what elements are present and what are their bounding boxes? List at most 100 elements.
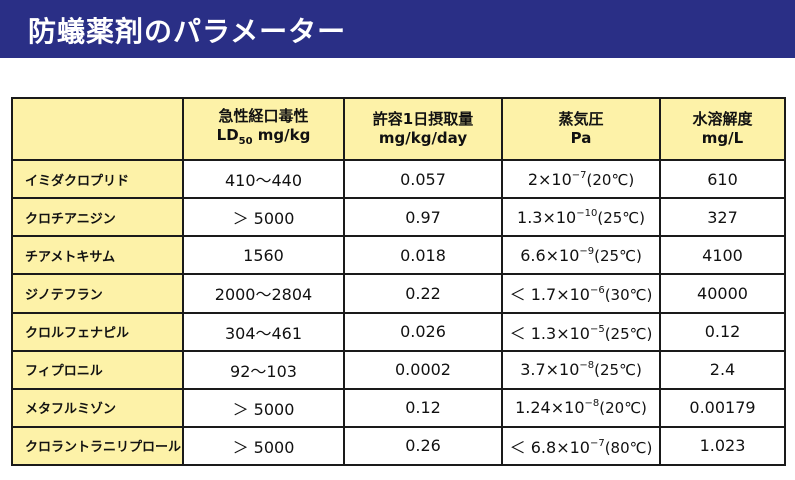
vp-base: ×10 xyxy=(545,360,580,380)
vapor-pressure-value: 6.6×10−9(25℃) xyxy=(501,235,661,276)
header-ld50-line1: 急性経口毒性 xyxy=(218,107,309,126)
header-sol-line2: mg/L xyxy=(701,129,744,148)
vp-temperature: (25℃) xyxy=(597,208,645,227)
vapor-pressure-value: 2×10−7(20℃) xyxy=(501,159,661,200)
vp-temperature: (25℃) xyxy=(594,361,642,380)
compound-name: イミダクロプリド xyxy=(11,159,184,200)
vapor-pressure-value: ＜ 1.7×10−6(30℃) xyxy=(501,273,661,314)
vapor-pressure-value: 3.7×10−8(25℃) xyxy=(501,349,661,390)
header-sol-line1: 水溶解度 xyxy=(692,110,753,129)
vp-mantissa: 6.8 xyxy=(530,437,557,457)
adi-value: 0.057 xyxy=(343,159,503,200)
solubility-value: 4100 xyxy=(659,235,786,276)
compound-name: ジノテフラン xyxy=(11,273,184,314)
vp-exponent: −10 xyxy=(576,207,598,219)
vp-base: ×10 xyxy=(556,437,590,457)
vp-exponent: −8 xyxy=(579,360,595,372)
header-ld50-ld: LD xyxy=(216,126,239,145)
vp-base: ×10 xyxy=(550,398,585,418)
solubility-value: 0.00179 xyxy=(659,387,786,428)
compound-name: クロラントラニリプロール xyxy=(11,425,184,467)
vp-exponent: −7 xyxy=(589,437,605,449)
compound-name: チアメトキサム xyxy=(11,235,184,276)
vp-base: ×10 xyxy=(556,285,590,305)
vp-temperature: (20℃) xyxy=(586,170,635,189)
compound-name: メタフルミゾン xyxy=(11,387,184,428)
vp-base: ×10 xyxy=(542,207,577,227)
vp-base: ×10 xyxy=(556,323,590,343)
solubility-value: 40000 xyxy=(659,273,786,314)
vp-temperature: (80℃) xyxy=(604,438,653,457)
header-ld50-line2: LD50 mg/kg xyxy=(184,126,343,151)
vp-base: ×10 xyxy=(538,169,572,189)
vp-mantissa: 1.3 xyxy=(517,207,543,227)
adi-value: 0.0002 xyxy=(343,349,503,390)
parameter-table: 急性経口毒性 LD50 mg/kg 許容1日摂取量 mg/kg/day 蒸気圧 … xyxy=(11,96,786,467)
compound-name: クロチアニジン xyxy=(11,197,184,238)
header-adi: 許容1日摂取量 mg/kg/day xyxy=(343,96,503,162)
vapor-pressure-value: ＜ 6.8×10−7(80℃) xyxy=(501,425,661,467)
vp-exponent: −8 xyxy=(584,398,600,410)
vp-temperature: (30℃) xyxy=(604,286,653,305)
ld50-value: ＞ 5000 xyxy=(182,387,345,428)
solubility-value: 0.12 xyxy=(659,311,786,352)
vp-base: ×10 xyxy=(545,245,580,265)
vp-prefix: ＜ xyxy=(509,323,531,343)
title-banner: 防蟻薬剤のパラメーター xyxy=(0,0,795,58)
solubility-value: 327 xyxy=(659,197,786,238)
adi-value: 0.26 xyxy=(343,425,503,467)
ld50-value: 2000～2804 xyxy=(182,273,345,314)
header-ld50-sub: 50 xyxy=(238,136,253,148)
vp-temperature: (20℃) xyxy=(599,399,647,418)
header-ld50: 急性経口毒性 LD50 mg/kg xyxy=(182,96,345,162)
table-row: フィプロニル 92～103 0.0002 3.7×10−8(25℃) 2.4 xyxy=(11,349,786,390)
table-row: クロチアニジン ＞ 5000 0.97 1.3×10−10(25℃) 327 xyxy=(11,197,786,238)
adi-value: 0.018 xyxy=(343,235,503,276)
vp-mantissa: 1.24 xyxy=(515,398,551,418)
header-ld50-unit: mg/kg xyxy=(252,126,311,145)
vp-mantissa: 1.3 xyxy=(530,323,557,343)
ld50-value: 304～461 xyxy=(182,311,345,352)
header-solubility: 水溶解度 mg/L xyxy=(659,96,786,162)
vp-exponent: −5 xyxy=(589,323,605,335)
table-row: ジノテフラン 2000～2804 0.22 ＜ 1.7×10−6(30℃) 40… xyxy=(11,273,786,314)
vp-mantissa: 1.7 xyxy=(530,285,557,305)
vp-mantissa: 6.6 xyxy=(520,245,546,265)
ld50-value: ＞ 5000 xyxy=(182,425,345,467)
page-title: 防蟻薬剤のパラメーター xyxy=(28,15,347,48)
vp-temperature: (25℃) xyxy=(594,246,642,265)
table-row: クロラントラニリプロール ＞ 5000 0.26 ＜ 6.8×10−7(80℃)… xyxy=(11,425,786,467)
vapor-pressure-value: 1.3×10−10(25℃) xyxy=(501,197,661,238)
adi-value: 0.97 xyxy=(343,197,503,238)
ld50-value: 92～103 xyxy=(182,349,345,390)
vp-mantissa: 3.7 xyxy=(520,360,546,380)
header-vapor-pressure: 蒸気圧 Pa xyxy=(501,96,661,162)
compound-name: クロルフェナピル xyxy=(11,311,184,352)
vp-mantissa: 2 xyxy=(527,169,539,189)
ld50-value: 410～440 xyxy=(182,159,345,200)
table-row: チアメトキサム 1560 0.018 6.6×10−9(25℃) 4100 xyxy=(11,235,786,276)
vp-prefix: ＜ xyxy=(509,285,531,305)
vp-exponent: −7 xyxy=(571,169,587,181)
vp-temperature: (25℃) xyxy=(604,324,653,343)
adi-value: 0.22 xyxy=(343,273,503,314)
solubility-value: 1.023 xyxy=(659,425,786,467)
vp-exponent: −9 xyxy=(579,245,595,257)
adi-value: 0.12 xyxy=(343,387,503,428)
vapor-pressure-value: ＜ 1.3×10−5(25℃) xyxy=(501,311,661,352)
vapor-pressure-value: 1.24×10−8(20℃) xyxy=(501,387,661,428)
vp-exponent: −6 xyxy=(589,285,605,297)
table-header-row: 急性経口毒性 LD50 mg/kg 許容1日摂取量 mg/kg/day 蒸気圧 … xyxy=(11,96,786,162)
ld50-value: 1560 xyxy=(182,235,345,276)
header-corner-cell xyxy=(11,96,184,162)
header-adi-line2: mg/kg/day xyxy=(378,129,468,148)
table-row: イミダクロプリド 410～440 0.057 2×10−7(20℃) 610 xyxy=(11,159,786,200)
ld50-value: ＞ 5000 xyxy=(182,197,345,238)
solubility-value: 610 xyxy=(659,159,786,200)
table-row: クロルフェナピル 304～461 0.026 ＜ 1.3×10−5(25℃) 0… xyxy=(11,311,786,352)
adi-value: 0.026 xyxy=(343,311,503,352)
header-vp-line2: Pa xyxy=(570,129,592,148)
header-adi-line1: 許容1日摂取量 xyxy=(372,110,474,129)
compound-name: フィプロニル xyxy=(11,349,184,390)
vp-prefix: ＜ xyxy=(509,437,531,457)
